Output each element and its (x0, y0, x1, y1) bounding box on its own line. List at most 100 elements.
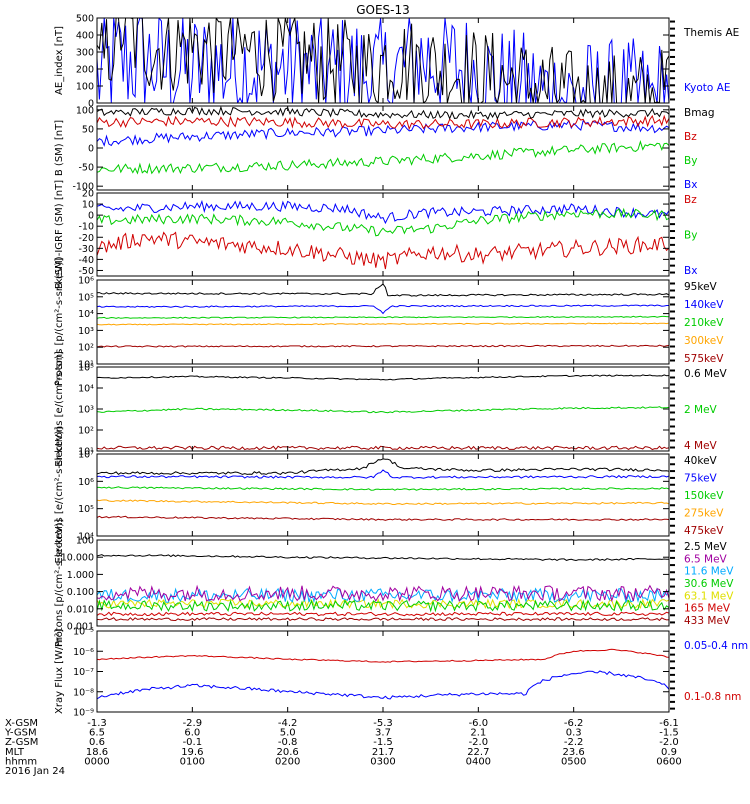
series-line-2-5-mev (97, 554, 669, 562)
y-tick-label: 1.000 (67, 570, 94, 581)
y-tick-label: -30 (78, 244, 94, 255)
y-tick-label: 0 (88, 99, 94, 110)
legend-entry: 165 MeV (684, 603, 731, 615)
y-tick-label: 10⁵ (78, 292, 94, 303)
panel-6: 10⁴ 10⁵ 10⁶ 10⁷ Electrons [e/(cm²-s-sr-keV)]… (54, 426, 724, 563)
legend-entry: 210keV (684, 317, 724, 329)
bottom-tick-value: 0400 (466, 756, 491, 767)
series-line-themis-ae (97, 18, 669, 103)
bottom-row-label: MLT (5, 747, 25, 758)
series-line-bz (97, 231, 669, 270)
y-tick-label: 10 (82, 200, 94, 211)
bottom-tick-value: -2.2 (564, 737, 584, 748)
y-tick-label: 0.001 (67, 622, 94, 633)
y-tick-label: 10⁻⁷ (73, 667, 94, 678)
series-line-275kev (97, 499, 669, 506)
panel-frame (96, 630, 670, 713)
bottom-tick-value: -6.2 (564, 718, 584, 729)
y-tick-label: 10⁴ (78, 532, 94, 543)
legend-entry: 2 MeV (684, 404, 718, 416)
y-tick-label: 100 (76, 105, 94, 116)
panel-frame (96, 192, 670, 277)
series-line-2-mev (97, 406, 669, 414)
legend-entry: 275keV (684, 508, 724, 520)
bottom-tick-value: -2.0 (469, 737, 489, 748)
legend-entry: Bx (684, 265, 697, 277)
bottom-tick-value: -5.3 (373, 718, 393, 729)
y-axis-label: Protons [p/(cm²-s-sr-keV)] (54, 519, 65, 647)
y-tick-label: 10⁴ (78, 384, 94, 395)
y-tick-label: 10⁷ (78, 450, 94, 461)
bottom-tick-value: -1.5 (659, 728, 679, 739)
bottom-tick-value: -6.0 (469, 718, 489, 729)
series-line-210kev (97, 315, 669, 319)
legend-entry: Themis AE (683, 27, 739, 39)
bottom-tick-value: 5.0 (280, 728, 296, 739)
legend-entry: 30.6 MeV (684, 578, 734, 590)
y-tick-label: 20 (82, 189, 94, 200)
legend-entry: 75keV (684, 473, 718, 485)
y-tick-label: 10⁻⁸ (73, 687, 94, 698)
series-line-bx (97, 199, 669, 225)
bottom-tick-value: 23.6 (563, 747, 585, 758)
y-tick-label: 50 (82, 124, 94, 135)
legend-entry: 40keV (684, 455, 718, 467)
y-tick-label: 300 (76, 48, 94, 59)
y-tick-label: 10⁻⁹ (73, 708, 94, 719)
series-line-150kev (97, 486, 669, 491)
legend-entry: 0.1-0.8 nm (684, 691, 741, 703)
bottom-tick-value: -2.9 (183, 718, 203, 729)
legend-entry: 150keV (684, 490, 724, 502)
y-tick-label: 0.100 (67, 587, 94, 598)
y-tick-label: 10⁴ (78, 309, 94, 320)
bottom-tick-value: -2.0 (659, 737, 679, 748)
legend-entry: By (684, 155, 697, 167)
legend-entry: Kyoto AE (684, 82, 730, 94)
series-line-95kev (97, 283, 669, 297)
panel-7: 0.001 0.010 0.100 1.000 10.000 100 Protons [p/… (54, 519, 734, 647)
y-axis-label: Protons [p/(cm²-s-sr-keV)] (54, 258, 65, 386)
bottom-tick-value: 20.6 (277, 747, 299, 758)
series-line-30-6-mev (97, 599, 669, 613)
y-tick-label: 400 (76, 31, 94, 42)
series-line-bmag (97, 106, 669, 121)
bottom-tick-value: 0100 (180, 756, 205, 767)
y-tick-label: 10³ (78, 326, 94, 337)
bottom-tick-value: 19.6 (181, 747, 203, 758)
panel-4: 10¹ 10² 10³ 10⁴ 10⁵ 10⁶ Protons [p/(cm²-s-sr-k… (54, 258, 724, 386)
y-axis-label: AE_index [nT] (54, 26, 65, 95)
series-line-300kev (97, 322, 669, 326)
y-tick-label: 10² (78, 426, 94, 437)
y-tick-label: 100 (76, 82, 94, 93)
bottom-tick-value: 0600 (656, 756, 681, 767)
series-line-140kev (97, 304, 669, 315)
bottom-tick-value: 0.6 (89, 737, 105, 748)
series-line-165-mev (97, 611, 669, 617)
series-line-by (97, 140, 669, 175)
legend-entry: 300keV (684, 335, 724, 347)
bottom-row-label: Y-GSM (4, 728, 37, 739)
bottom-tick-value: 6.0 (184, 728, 200, 739)
series-line-bz (97, 114, 669, 131)
series-line-11-6-mev (97, 587, 669, 604)
y-tick-label: -10 (78, 222, 94, 233)
legend-entry: Bmag (684, 107, 715, 119)
series-line-75kev (97, 469, 669, 479)
y-tick-label: 0.010 (67, 604, 94, 615)
panel-2: -100 -50 0 50 100 B (SM) [nT] Bmag Bz By Bx (54, 105, 715, 192)
series-line-575kev (97, 344, 669, 348)
legend-entry: 11.6 MeV (684, 566, 734, 578)
legend-entry: 0.6 MeV (684, 368, 728, 380)
date-label: 2016 Jan 24 (5, 766, 65, 777)
y-tick-label: 0 (88, 144, 94, 155)
bottom-tick-value: -6.1 (659, 718, 679, 729)
bottom-row-label: X-GSM (5, 718, 38, 729)
legend-entry: 4 MeV (684, 440, 718, 452)
bottom-tick-value: 0000 (84, 756, 109, 767)
y-tick-label: 10⁵ (78, 504, 94, 515)
legend-entry: 95keV (684, 281, 718, 293)
